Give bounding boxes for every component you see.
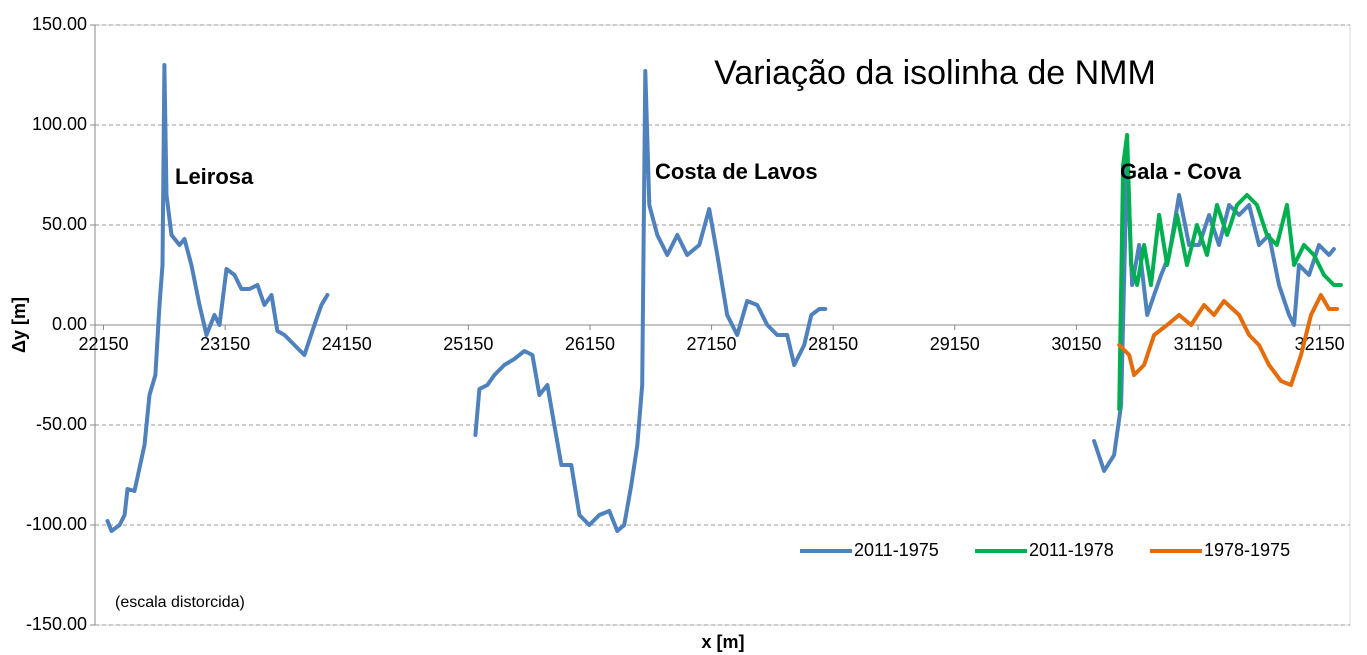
legend-label: 2011-1975 bbox=[854, 540, 939, 560]
data-line bbox=[105, 63, 1336, 533]
x-tick-label: 25150 bbox=[443, 334, 493, 354]
legend-label: 1978-1975 bbox=[1204, 540, 1290, 560]
x-tick-label: 31150 bbox=[1174, 334, 1223, 354]
y-tick-label: 150.00 bbox=[32, 14, 87, 34]
chart-title: Variação da isolinha de NMM bbox=[714, 54, 1156, 92]
x-axis-label: x [m] bbox=[701, 632, 744, 652]
y-axis-label: Δy [m] bbox=[9, 297, 29, 353]
x-tick-label: 24150 bbox=[322, 334, 372, 354]
x-tick-label: 29150 bbox=[930, 334, 980, 354]
legend-label: 2011-1978 bbox=[1029, 540, 1114, 560]
x-tick-label: 26150 bbox=[565, 334, 615, 354]
x-tick-label: 30150 bbox=[1051, 334, 1101, 354]
annotation: (escala distorcida) bbox=[115, 594, 245, 611]
annotation: Gala - Cova bbox=[1120, 159, 1242, 184]
x-tick-label: 28150 bbox=[808, 334, 858, 354]
annotation: Leirosa bbox=[175, 164, 254, 189]
y-tick-label: -50.00 bbox=[36, 414, 87, 434]
x-tick-label: 27150 bbox=[687, 334, 737, 354]
data-line bbox=[1117, 133, 1343, 411]
y-tick-label: 100.00 bbox=[32, 114, 87, 134]
x-tick-label: 23150 bbox=[200, 334, 250, 354]
y-tick-label: -150.00 bbox=[26, 614, 87, 634]
y-tick-label: 0.00 bbox=[52, 314, 87, 334]
y-tick-label: 50.00 bbox=[42, 214, 87, 234]
y-tick-label: -100.00 bbox=[26, 514, 87, 534]
data-line bbox=[1117, 293, 1339, 387]
annotation: Costa de Lavos bbox=[655, 159, 818, 184]
x-tick-label: 22150 bbox=[78, 334, 128, 354]
